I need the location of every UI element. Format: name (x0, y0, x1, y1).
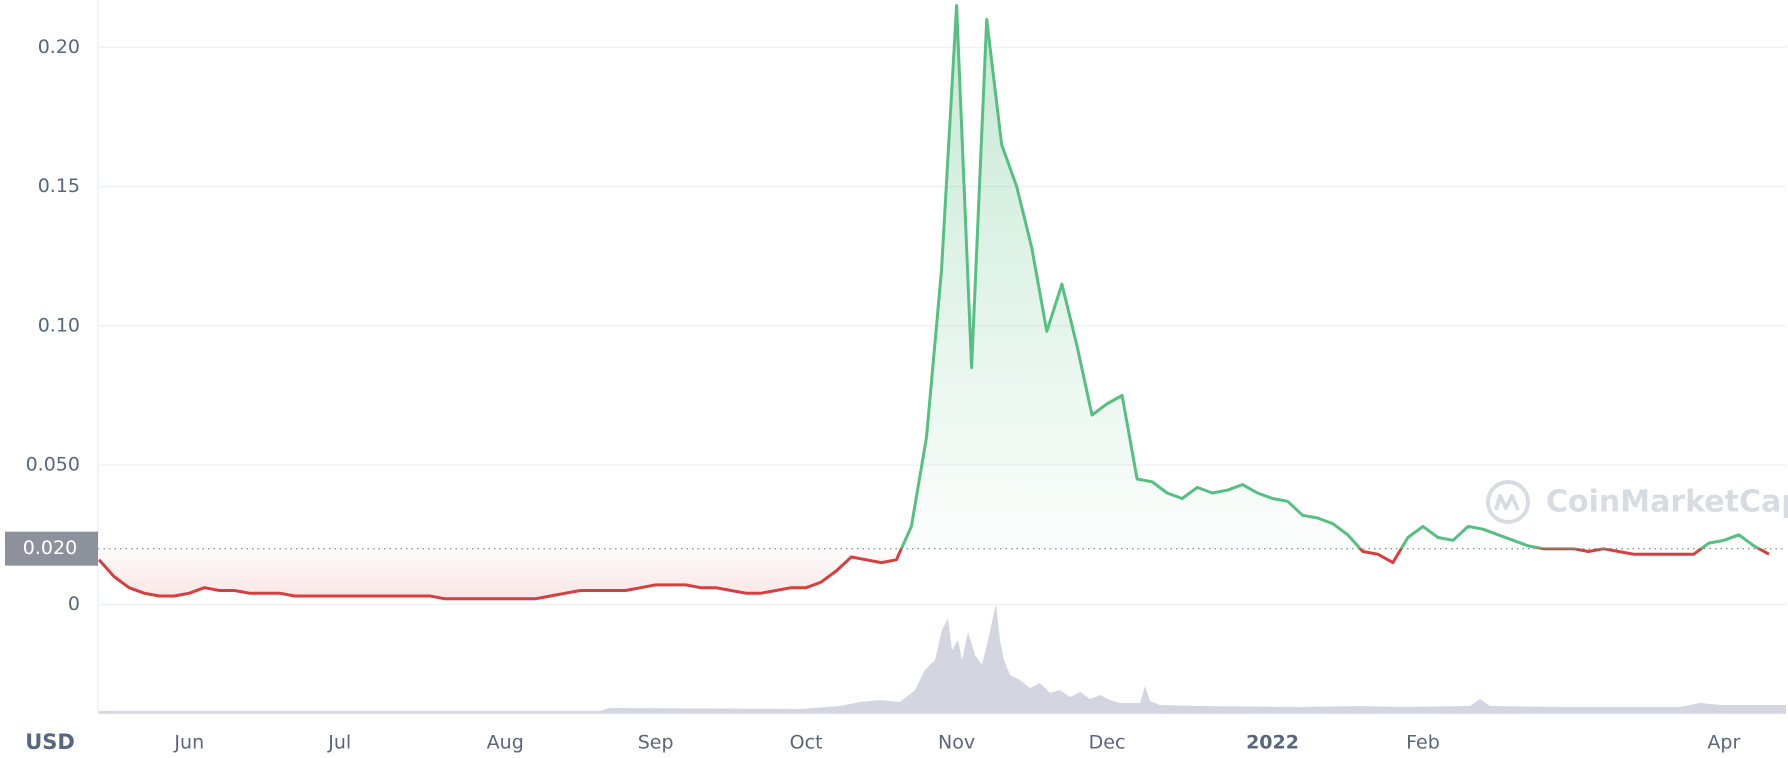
x-tick-label: 2022 (1246, 732, 1299, 754)
y-tick-label: 0.10 (38, 314, 80, 336)
volume-area (99, 604, 1786, 713)
x-tick-label: Apr (1707, 732, 1740, 754)
y-tick-label: 0 (68, 593, 80, 615)
x-tick-label: Jul (327, 732, 351, 754)
y-tick-label: 0.050 (26, 454, 80, 476)
watermark-logo (1486, 480, 1530, 524)
x-tick-label: Dec (1089, 732, 1126, 754)
x-tick-label: Feb (1406, 732, 1440, 754)
watermark-logo-mark (1494, 494, 1520, 511)
reference-label-box (5, 531, 98, 566)
watermark: CoinMarketCap (1486, 480, 1788, 524)
y-tick-label: 0.15 (38, 175, 80, 197)
watermark-text: CoinMarketCap (1546, 485, 1788, 520)
x-tick-label: Oct (790, 732, 823, 754)
y-tick-label: 0.20 (38, 36, 80, 58)
axis-unit-label: USD (25, 730, 75, 754)
price-line (97, 4, 1770, 601)
plot (97, 4, 1786, 601)
x-tick-label: Jun (173, 732, 204, 754)
x-tick-label: Aug (487, 732, 524, 754)
reference-label: 0.020 (23, 537, 77, 559)
price-area (99, 5, 1769, 599)
x-tick-label: Nov (938, 732, 975, 754)
x-tick-label: Sep (638, 732, 674, 754)
